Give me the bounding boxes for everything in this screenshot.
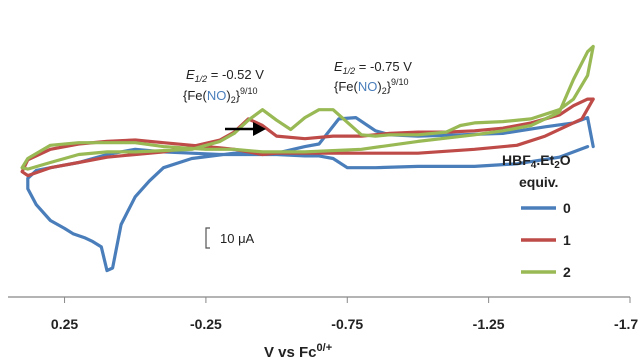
svg-text:{Fe(NO)2}9/10: {Fe(NO)2}9/10 (183, 86, 258, 105)
scan-direction-arrow (225, 122, 266, 136)
annotation-e-052: E1/2 = -0.52 V {Fe(NO)2}9/10 (183, 67, 264, 105)
x-axis-title: V vs Fc0/+ (264, 342, 332, 361)
legend: HBF4.Et2O equiv. 0 1 2 (502, 152, 571, 280)
legend-label: 1 (563, 232, 571, 248)
legend-title-line2: equiv. (519, 174, 558, 190)
series-layer (20, 44, 595, 273)
x-tick-label: -0.75 (331, 316, 363, 332)
series-line-2 (20, 44, 595, 171)
x-tick-label: -0.25 (190, 316, 222, 332)
svg-text:E1/2 = -0.75 V: E1/2 = -0.75 V (334, 59, 412, 76)
annotation-e-075: E1/2 = -0.75 V {Fe(NO)2}9/10 (334, 59, 412, 96)
scale-bar: 10 μA (205, 227, 255, 249)
legend-entry-1: 1 (521, 232, 571, 248)
scale-bar-label: 10 μA (220, 231, 255, 246)
legend-entry-2: 2 (521, 264, 571, 280)
legend-label: 2 (563, 264, 571, 280)
legend-label: 0 (563, 200, 571, 216)
legend-items: 0 1 2 (521, 200, 571, 280)
svg-text:E1/2 = -0.52 V: E1/2 = -0.52 V (186, 67, 264, 84)
legend-title: HBF4.Et2O (502, 152, 571, 171)
svg-text:{Fe(NO)2}9/10: {Fe(NO)2}9/10 (334, 77, 409, 96)
tick-layer: 0.25 -0.25 -0.75 -1.25 -1.75 (51, 297, 638, 332)
x-tick-label: -1.75 (614, 316, 638, 332)
legend-entry-0: 0 (521, 200, 571, 216)
x-tick-label: -1.25 (473, 316, 505, 332)
x-tick-label: 0.25 (51, 316, 78, 332)
series-line-0 (26, 115, 595, 273)
